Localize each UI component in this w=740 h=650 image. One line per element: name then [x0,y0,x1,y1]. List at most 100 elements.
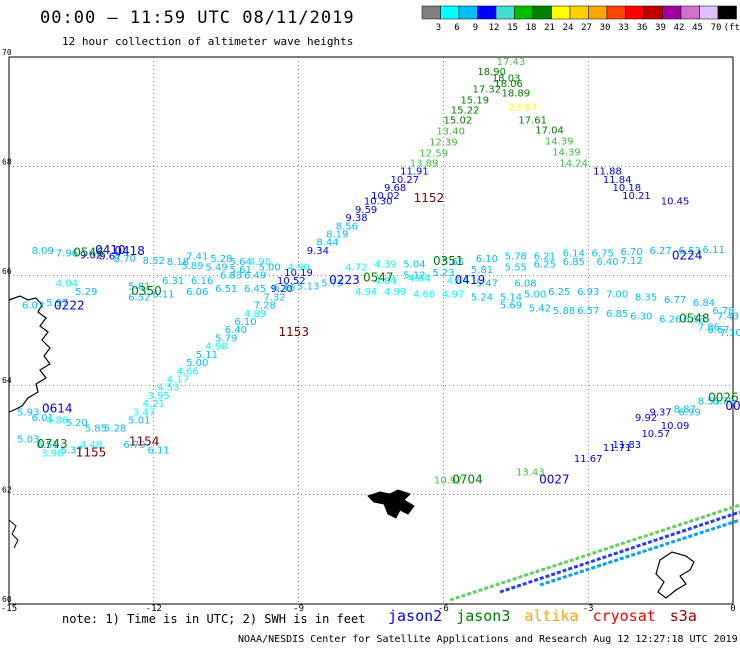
wave-height-value: 6.01 [32,413,54,424]
wave-height-value: 6.21 [534,251,556,262]
wave-height-value: 17.61 [518,116,547,127]
wave-height-value: 5.89 [181,261,203,272]
credit-line: NOAA/NESDIS Center for Satellite Applica… [238,634,738,645]
legend-label: (ft) [724,23,740,33]
wave-height-value: 4.99 [384,287,406,298]
wave-height-value: 17.04 [535,126,564,137]
wave-height-value: 5.28 [104,424,126,435]
wave-height-value: 4.94 [355,287,377,298]
wave-height-value: 7.00 [606,290,628,301]
legend-label: 15 [507,23,518,33]
wave-height-value: 15.22 [451,105,480,116]
wave-height-value: 5.28 [210,254,232,265]
legend-swatch [625,5,645,20]
wave-height-value: 5.03 [17,435,39,446]
wave-height-value: 6.84 [693,298,715,309]
legend-swatch [588,5,608,20]
wave-height-value: 9.68 [384,183,406,194]
wave-height-value: 6.67 [707,325,729,336]
legend-label: 36 [637,23,648,33]
wave-height-value: 3.98 [41,448,63,459]
wave-height-value: 5.11 [196,350,218,361]
legend-label: 42 [674,23,685,33]
wave-height-value: 6.46 [273,283,295,294]
wave-height-value: 6.27 [649,246,671,257]
y-tick-label: 60 [2,595,12,604]
wave-height-value: 8.44 [316,238,338,249]
y-tick-label: 70 [2,48,12,57]
pass-time-label: 0026 [708,391,739,405]
wave-height-value: 4.86 [46,415,68,426]
wave-height-value: 10.30 [364,197,393,208]
wave-height-value: 6.75 [712,396,734,407]
wave-height-value: 6.78 [712,306,734,317]
wave-height-value: 11.83 [612,440,641,451]
pass-time-label: 1152 [414,191,445,205]
legend-swatch [643,5,663,20]
wave-height-value: 5.85 [85,424,107,435]
legend-swatch [532,5,552,20]
wave-height-value: 4.97 [442,290,464,301]
wave-height-value: 5.04 [403,260,425,271]
wave-height-value: 14.39 [552,147,581,158]
legend-label: 18 [526,23,537,33]
wave-height-value: 6.77 [664,295,686,306]
wave-height-value: 17.43 [497,57,526,68]
wave-height-value: 6.85 [563,257,585,268]
wave-height-value: 14.24 [559,158,588,169]
wave-height-value: 6.45 [244,284,266,295]
wave-height-value: 4.68 [413,290,435,301]
wave-height-value: 8.56 [336,221,358,232]
legend-swatch [662,5,682,20]
x-tick-label: -6 [438,604,449,614]
wave-height-value: 9.92 [635,413,657,424]
wave-height-value: 5.93 [17,407,39,418]
wave-height-value: 8.55 [698,396,720,407]
pass-time-label: 1155 [76,445,107,459]
wave-height-value: 6.06 [186,287,208,298]
wave-height-value: 3.95 [147,391,169,402]
x-tick-label: -12 [146,604,162,614]
wave-height-value: 4.72 [345,262,367,273]
satellite-tracks [449,503,740,602]
legend-label: 3 [436,23,441,33]
wave-height-value: 5.37 [61,446,83,457]
x-tick-label: -3 [583,604,594,614]
pass-time-label: 0547 [363,270,394,284]
wave-height-value: 4.84 [447,276,469,287]
wave-height-value: 5.47 [476,279,498,290]
wave-height-value: 18.06 [494,79,523,90]
units-note: note: 1) Time is in UTC; 2) SWH is in fe… [62,612,366,626]
wave-height-value: 9.20 [271,284,293,295]
wave-height-value: 10.57 [641,429,670,440]
wave-height-value: 5.14 [500,292,522,303]
legend-label: 12 [489,23,500,33]
legend-swatch [699,5,719,20]
wave-height-value: 10.02 [371,191,400,202]
wave-height-value: 10.21 [622,191,651,202]
wave-height-value: 6.26 [659,314,681,325]
wave-height-value: 11.84 [603,175,632,186]
iceland-east-coast [8,295,51,413]
wave-height-value: 10.19 [284,268,313,279]
shetland-coast [655,551,695,599]
pass-time-label: 0027 [539,473,570,487]
wave-height-value: 9.38 [345,213,367,224]
wave-height-value: 15.19 [460,95,489,106]
wave-height-value: 3.47 [133,407,155,418]
pass-time-label: 1153 [278,325,309,339]
wave-height-value: 14.39 [545,137,574,148]
wave-height-value: 7.96 [56,249,78,260]
wave-height-value: 7.43 [717,312,739,323]
legend-label: 21 [544,23,555,33]
wave-height-value: 6.93 [577,287,599,298]
legend-swatch [606,5,626,20]
legend-label: 45 [692,23,703,33]
pass-time-label: 0548 [679,311,710,325]
wave-height-value: 11.71 [603,443,632,454]
wave-height-value: 5.88 [553,306,575,317]
wave-height-value: 15.02 [444,116,473,127]
